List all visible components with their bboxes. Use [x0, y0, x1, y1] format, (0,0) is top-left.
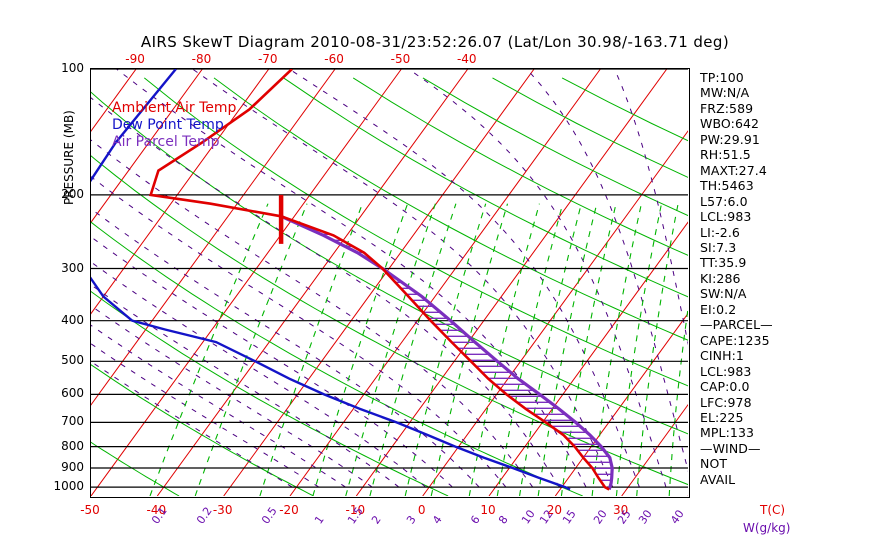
legend-air-parcel-temp: Air Parcel Temp [112, 134, 220, 150]
bottom-temp-tick-0: 0 [417, 503, 426, 517]
pressure-tick-200: 200 [61, 186, 84, 201]
parameter-item: TP:100 [700, 70, 744, 85]
parameter-item: KI:286 [700, 270, 741, 286]
parameter-item: TT:35.9 [700, 255, 747, 271]
bottom-temp-tick-minus30: -30 [212, 503, 233, 517]
parameter-item: WBO:642 [700, 116, 760, 132]
parameter-item: L57:6.0 [700, 193, 748, 209]
parameter-item: SW:N/A [700, 286, 747, 302]
mixing-ratio-tick-20: 20 [591, 507, 610, 527]
parameter-item: EI:0.2 [700, 301, 737, 317]
mixing-ratio-tick-0.2: 0.2 [194, 504, 215, 527]
mixing-ratio-tick-1: 1 [311, 513, 327, 527]
mixing-ratio-tick-4: 4 [430, 513, 445, 527]
parameter-item: NOT [700, 456, 728, 472]
temperature-axis-title: T(C) [760, 503, 786, 517]
parameter-item: CAPE:1235 [700, 332, 770, 348]
skewt-plot-area [90, 68, 690, 498]
parameter-item: LI:-2.6 [700, 224, 740, 240]
parameter-item: FRZ:589 [700, 100, 754, 116]
mixing-ratio-tick-40: 40 [668, 507, 687, 527]
bottom-temp-tick-minus20: -20 [279, 503, 299, 517]
mixing-ratio-tick-10: 10 [518, 507, 538, 527]
top-temp-tick-minus90: -90 [125, 52, 145, 66]
parameter-item: MW:N/A [700, 85, 750, 101]
bottom-temp-tick-minus10: -10 [345, 503, 366, 517]
parameter-item: LFC:978 [700, 394, 752, 410]
mixing-ratio-tick-0.5: 0.5 [258, 504, 280, 527]
mixing-ratio-tick-8: 8 [496, 513, 511, 527]
parameter-item: —WIND— [700, 440, 761, 456]
legend-ambient-air-temp: Ambient Air Temp [112, 100, 237, 116]
pressure-tick-800: 800 [61, 438, 84, 453]
parameter-item: CAP:0.0 [700, 379, 750, 395]
sounding-parameter-list: TP:100 MW:N/A FRZ:589 WBO:642 PW:29.91 RH:51.… [700, 70, 860, 487]
pressure-tick-600: 600 [61, 386, 84, 401]
page-title: AIRS SkewT Diagram 2010-08-31/23:52:26.0… [140, 33, 730, 51]
mixing-ratio-axis-title: W(g/kg) [743, 521, 791, 535]
parameter-item: EL:225 [700, 409, 744, 425]
dew-point-temp-curve [91, 69, 571, 491]
legend-dew-point-temp: Dew Point Temp [112, 117, 224, 133]
pressure-tick-400: 400 [61, 312, 84, 327]
parameter-item: SI:7.3 [700, 239, 737, 255]
ambient-air-temp-curve [148, 69, 610, 491]
parameter-item: PW:29.91 [700, 131, 760, 147]
pressure-tick-900: 900 [61, 460, 84, 474]
top-temp-tick-minus70: -70 [257, 52, 278, 66]
mixing-ratio-tick-3: 3 [404, 513, 419, 527]
top-temp-tick-minus50: -50 [390, 52, 411, 66]
series-legend: Ambient Air Temp Dew Point Temp Air Parc… [112, 100, 236, 151]
bottom-temp-tick-30: 30 [613, 503, 629, 517]
mixing-ratio-tick-2: 2 [368, 513, 384, 527]
parameter-item: MAXT:27.4 [700, 162, 767, 178]
pressure-tick-500: 500 [61, 353, 84, 368]
parameter-item: TH:5463 [700, 178, 754, 194]
parameter-item: MPL:133 [700, 425, 755, 441]
top-temp-tick-minus40: -40 [456, 52, 477, 66]
pressure-tick-100: 100 [61, 61, 84, 75]
skewt-plot-canvas [91, 69, 688, 496]
pressure-tick-1000: 1000 [53, 479, 84, 494]
parameter-item: AVAIL [700, 471, 736, 487]
pressure-tick-300: 300 [61, 260, 84, 275]
pressure-tick-700: 700 [61, 414, 84, 429]
parameter-item: LCL:983 [700, 363, 752, 379]
parameter-item: RH:51.5 [700, 147, 751, 163]
parameter-item: CINH:1 [700, 348, 744, 364]
parameter-item: —PARCEL— [700, 317, 773, 333]
bottom-temp-tick-minus40: -40 [146, 503, 167, 517]
bottom-temp-tick-minus50: -50 [80, 503, 100, 517]
bottom-temp-tick-10: 10 [480, 503, 496, 517]
parameter-item: LCL:983 [700, 209, 752, 225]
top-temp-tick-minus80: -80 [191, 52, 212, 66]
mixing-ratio-tick-15: 15 [560, 507, 580, 527]
bottom-temp-tick-20: 20 [546, 503, 562, 517]
top-temp-tick-minus60: -60 [324, 52, 344, 66]
mixing-ratio-tick-30: 30 [635, 507, 655, 527]
